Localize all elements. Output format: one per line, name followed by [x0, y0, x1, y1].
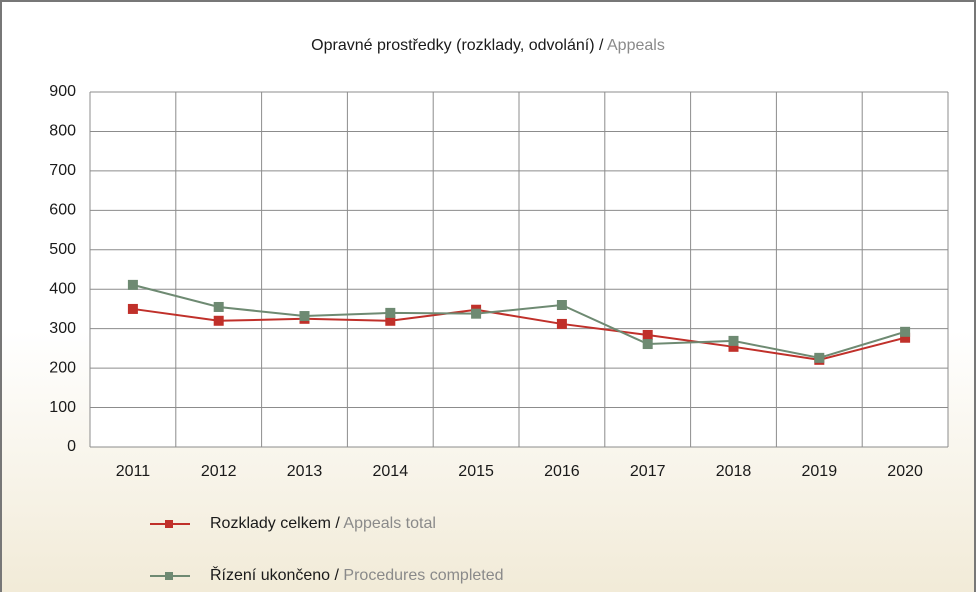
legend-label: Rozklady celkem / Appeals total — [210, 515, 436, 532]
marker — [127, 303, 138, 314]
x-tick-label: 2011 — [116, 463, 151, 480]
marker — [900, 332, 911, 343]
x-tick-label: 2016 — [544, 463, 580, 480]
marker — [385, 307, 396, 318]
y-tick-label: 700 — [49, 162, 76, 179]
x-tick-label: 2012 — [201, 463, 237, 480]
legend-marker — [165, 572, 173, 580]
x-tick-label: 2020 — [887, 463, 923, 480]
x-tick-label: 2018 — [716, 463, 752, 480]
y-tick-label: 900 — [49, 83, 76, 100]
marker — [127, 279, 138, 290]
legend-name: Řízení ukončeno / — [210, 565, 340, 584]
marker — [642, 329, 653, 340]
marker — [556, 318, 567, 329]
x-tick-label: 2015 — [458, 463, 494, 480]
marker — [814, 352, 825, 363]
y-tick-label: 0 — [67, 438, 76, 455]
marker — [385, 315, 396, 326]
x-tick-label: 2017 — [630, 463, 666, 480]
legend-label: Řízení ukončeno / Procedures completed — [210, 565, 504, 584]
y-tick-label: 500 — [49, 241, 76, 258]
series-line — [132, 307, 906, 361]
marker — [642, 339, 653, 350]
marker — [556, 300, 567, 310]
marker — [299, 311, 310, 322]
y-tick-label: 300 — [49, 320, 76, 337]
legend-name-en: Appeals total — [343, 515, 436, 532]
x-tick-label: 2019 — [802, 463, 838, 480]
legend-name: Rozklady celkem / — [210, 515, 340, 532]
marker — [471, 308, 482, 319]
chart-title: Opravné prostředky (rozklady, odvolání) … — [311, 37, 665, 54]
legend-name-en: Procedures completed — [343, 567, 503, 584]
marker — [213, 301, 224, 312]
y-tick-label: 600 — [49, 202, 76, 219]
y-tick-label: 100 — [49, 399, 76, 416]
title-cz: Opravné prostředky (rozklady, odvolání) … — [311, 37, 604, 54]
y-tick-label: 200 — [49, 359, 76, 376]
title-en: Appeals — [607, 37, 665, 54]
series-line — [132, 283, 906, 359]
x-tick-label: 2014 — [373, 463, 409, 480]
x-tick-label: 2013 — [287, 463, 323, 480]
legend-marker — [165, 520, 173, 528]
marker — [213, 315, 224, 326]
y-tick-label: 800 — [49, 123, 76, 140]
marker — [900, 326, 911, 337]
y-tick-label: 400 — [49, 280, 76, 297]
marker — [728, 335, 739, 346]
marker — [728, 341, 739, 352]
